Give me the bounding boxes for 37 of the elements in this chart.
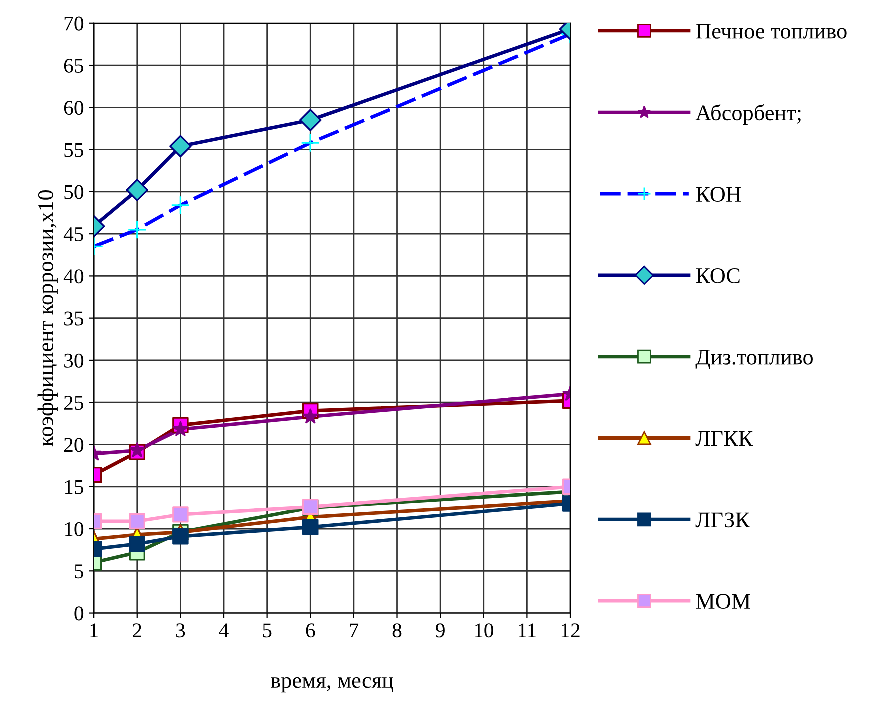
y-tick-label: 60 <box>64 101 84 116</box>
y-axis-title: коэффициент коррозии,x10 <box>38 190 58 447</box>
x-tick-label: 7 <box>350 624 359 638</box>
legend-label: КОС <box>696 268 740 284</box>
x-tick-label: 6 <box>306 624 316 638</box>
y-tick-label: 65 <box>64 58 84 73</box>
x-tick-label: 4 <box>219 624 229 638</box>
legend-label: ЛГЗК <box>696 512 750 528</box>
x-tick-label: 11 <box>519 624 536 638</box>
y-tick-label: 0 <box>74 606 84 621</box>
y-tick-label: 40 <box>64 270 84 284</box>
legend-label: КОН <box>696 187 742 202</box>
legend-label: МОМ <box>696 594 751 610</box>
x-tick-label: 3 <box>176 624 186 638</box>
x-axis-title: время, месяц <box>271 677 394 693</box>
x-tick-label: 10 <box>475 624 494 638</box>
y-tick-label: 5 <box>75 564 84 579</box>
x-tick-label: 2 <box>133 624 142 638</box>
y-tick-label: 20 <box>64 438 84 452</box>
y-tick-label: 70 <box>64 16 84 31</box>
legend-label: ЛГКК <box>696 431 754 446</box>
legend-label: Абсорбент; <box>696 104 801 126</box>
x-tick-label: 9 <box>436 624 445 638</box>
x-tick-label: 5 <box>263 624 272 638</box>
y-tick-label: 45 <box>64 228 84 242</box>
y-tick-label: 10 <box>65 522 84 536</box>
y-tick-label: 25 <box>64 396 84 410</box>
x-tick-label: 1 <box>90 624 98 638</box>
y-tick-label: 50 <box>64 185 84 200</box>
y-tick-label: 15 <box>65 480 84 494</box>
y-tick-label: 55 <box>64 143 84 158</box>
y-tick-label: 30 <box>64 354 84 368</box>
legend-label: Печное топливо <box>696 24 847 39</box>
y-tick-label: 35 <box>64 312 84 326</box>
x-tick-label: 8 <box>392 624 402 638</box>
legend-label: Диз.топливо <box>696 350 813 370</box>
x-tick-label: 12 <box>562 624 580 638</box>
